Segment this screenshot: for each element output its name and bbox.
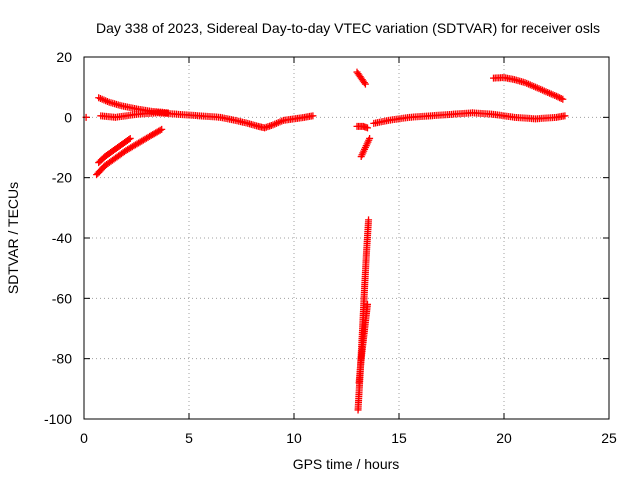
- data-points: [82, 68, 569, 414]
- series: [353, 122, 371, 132]
- series: [93, 125, 166, 179]
- data-point: [158, 125, 166, 133]
- data-point: [360, 79, 368, 87]
- y-axis-label: SDTVAR / TECUs: [5, 182, 21, 294]
- data-point: [556, 94, 564, 102]
- y-tick-label: 20: [56, 49, 72, 65]
- series: [355, 300, 371, 387]
- x-tick-label: 20: [496, 430, 512, 446]
- data-point: [561, 112, 569, 120]
- data-point: [553, 92, 560, 100]
- data-point: [309, 112, 317, 120]
- series: [95, 134, 134, 167]
- y-tick-label: -60: [52, 290, 72, 306]
- series: [357, 134, 374, 161]
- y-tick-label: 0: [64, 109, 72, 125]
- y-tick-label: -100: [44, 411, 72, 427]
- data-point: [126, 134, 134, 142]
- x-tick-label: 25: [601, 430, 617, 446]
- series: [370, 109, 569, 127]
- data-point: [125, 135, 133, 143]
- x-tick-label: 0: [80, 430, 88, 446]
- series: [490, 74, 567, 103]
- y-tick-label: -20: [52, 170, 72, 186]
- data-point: [156, 126, 164, 134]
- data-point: [364, 124, 371, 132]
- plot-frame: [83, 56, 610, 420]
- x-tick-label: 5: [185, 430, 193, 446]
- series: [353, 68, 369, 88]
- y-tick-label: -80: [52, 351, 72, 367]
- x-axis-label: GPS time / hours: [293, 456, 400, 472]
- series: [95, 94, 172, 117]
- data-point: [361, 80, 369, 88]
- y-tick-label: -40: [52, 230, 72, 246]
- series: [97, 109, 317, 132]
- data-point: [164, 109, 172, 117]
- x-tick-label: 15: [391, 430, 407, 446]
- x-tick-label: 10: [286, 430, 302, 446]
- chart-title: Day 338 of 2023, Sidereal Day-to-day VTE…: [96, 20, 600, 36]
- data-point: [557, 94, 565, 102]
- data-point: [364, 300, 371, 308]
- data-point: [559, 95, 567, 103]
- data-point: [365, 216, 373, 224]
- data-point: [554, 93, 562, 101]
- data-point: [366, 134, 374, 142]
